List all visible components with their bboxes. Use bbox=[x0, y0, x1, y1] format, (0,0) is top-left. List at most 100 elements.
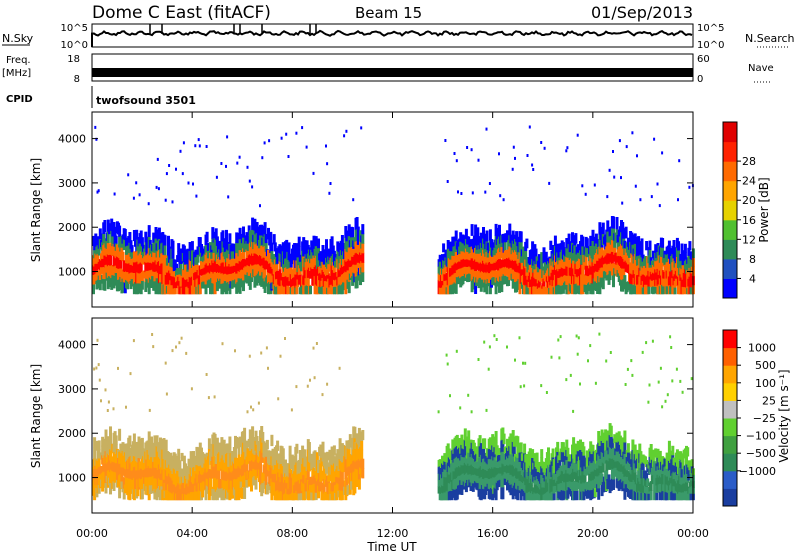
heatmap-cell bbox=[93, 447, 97, 459]
heatmap-cell bbox=[337, 242, 341, 252]
heatmap-cell bbox=[566, 447, 570, 457]
heatmap-cell bbox=[441, 273, 444, 281]
heatmap-speck bbox=[565, 149, 568, 153]
heatmap-cell bbox=[92, 274, 95, 285]
heatmap-cell bbox=[239, 481, 243, 488]
heatmap-cell bbox=[637, 245, 641, 256]
heatmap-cell bbox=[207, 279, 211, 287]
heatmap-speck bbox=[261, 156, 264, 160]
heatmap-cell bbox=[361, 468, 365, 479]
velocity-ylabel: Slant Range [km] bbox=[29, 364, 43, 468]
heatmap-cell bbox=[516, 457, 520, 469]
heatmap-speck bbox=[248, 354, 251, 358]
heatmap-cell bbox=[245, 479, 249, 488]
heatmap-cell bbox=[214, 463, 218, 471]
heatmap-cell bbox=[270, 250, 274, 259]
heatmap-cell bbox=[568, 251, 572, 260]
heatmap-cell bbox=[330, 284, 334, 295]
heatmap-speck bbox=[506, 345, 508, 349]
heatmap-speck bbox=[138, 193, 141, 197]
heatmap-cell bbox=[458, 253, 462, 262]
heatmap-cell bbox=[492, 269, 496, 278]
heatmap-speck bbox=[236, 161, 239, 165]
heatmap-cell bbox=[238, 238, 242, 251]
heatmap-cell bbox=[317, 238, 320, 249]
heatmap-cell bbox=[656, 448, 660, 458]
heatmap-cell bbox=[479, 262, 483, 273]
heatmap-cell bbox=[130, 251, 134, 259]
heatmap-cell bbox=[214, 456, 218, 464]
heatmap-cell bbox=[290, 454, 294, 463]
heatmap-cell bbox=[295, 443, 299, 454]
heatmap-cell bbox=[312, 491, 316, 501]
heatmap-cell bbox=[184, 463, 187, 470]
heatmap-speck bbox=[609, 351, 612, 354]
heatmap-cell bbox=[482, 227, 485, 239]
heatmap-cell bbox=[132, 455, 136, 468]
heatmap-cell bbox=[156, 469, 160, 479]
heatmap-cell bbox=[273, 473, 277, 483]
heatmap-cell bbox=[662, 285, 666, 295]
heatmap-cell bbox=[454, 230, 458, 242]
heatmap-cell bbox=[598, 445, 602, 456]
heatmap-speck bbox=[95, 137, 98, 141]
heatmap-speck bbox=[688, 185, 691, 189]
heatmap-cell bbox=[593, 487, 597, 498]
heatmap-speck bbox=[639, 198, 642, 202]
heatmap-cell bbox=[118, 225, 122, 237]
heatmap-speck bbox=[677, 198, 679, 202]
heatmap-cell bbox=[114, 453, 118, 464]
heatmap-cell bbox=[651, 449, 655, 459]
heatmap-cell bbox=[125, 453, 128, 462]
heatmap-cell bbox=[618, 435, 622, 445]
heatmap-cell bbox=[246, 243, 250, 251]
heatmap-speck bbox=[328, 191, 331, 195]
heatmap-cell bbox=[494, 270, 498, 283]
heatmap-cell bbox=[551, 448, 555, 458]
heatmap-cell bbox=[480, 279, 484, 288]
heatmap-cell bbox=[548, 460, 552, 468]
heatmap-cell bbox=[114, 272, 118, 281]
heatmap-speck bbox=[499, 194, 502, 198]
heatmap-cell bbox=[450, 250, 454, 260]
heatmap-cell bbox=[303, 449, 307, 459]
heatmap-cell bbox=[129, 485, 133, 494]
heatmap-cell bbox=[361, 224, 365, 235]
heatmap-cell bbox=[253, 241, 257, 254]
heatmap-cell bbox=[576, 268, 580, 278]
heatmap-cell bbox=[327, 248, 331, 257]
nave-tick-top: 60 bbox=[697, 54, 710, 65]
heatmap-cell bbox=[280, 472, 284, 483]
heatmap-cell bbox=[107, 223, 111, 235]
beam-label: Beam 15 bbox=[355, 4, 422, 22]
heatmap-cell bbox=[323, 491, 327, 501]
heatmap-cell bbox=[579, 439, 582, 450]
heatmap-speck bbox=[168, 164, 171, 167]
heatmap-speck bbox=[238, 155, 241, 159]
heatmap-cell bbox=[165, 459, 169, 468]
heatmap-speck bbox=[280, 136, 283, 140]
heatmap-speck bbox=[584, 192, 587, 196]
heatmap-cell bbox=[520, 268, 524, 276]
heatmap-cell bbox=[454, 282, 458, 294]
heatmap-cell bbox=[238, 227, 242, 240]
heatmap-cell bbox=[437, 479, 441, 487]
heatmap-cell bbox=[205, 231, 209, 243]
heatmap-speck bbox=[96, 338, 99, 342]
heatmap-cell bbox=[245, 463, 249, 473]
heatmap-cell bbox=[288, 445, 292, 456]
heatmap-cell bbox=[541, 266, 545, 273]
date-label: 01/Sep/2013 bbox=[591, 3, 693, 22]
heatmap-cell bbox=[246, 250, 250, 258]
heatmap-speck bbox=[147, 202, 150, 206]
heatmap-cell bbox=[140, 280, 144, 290]
heatmap-cell bbox=[323, 280, 327, 288]
heatmap-cell bbox=[531, 241, 535, 251]
heatmap-speck bbox=[325, 144, 327, 148]
heatmap-cell bbox=[237, 442, 241, 455]
heatmap-speck bbox=[647, 400, 650, 404]
heatmap-cell bbox=[152, 232, 156, 243]
heatmap-cell bbox=[486, 249, 490, 258]
heatmap-cell bbox=[641, 254, 645, 262]
heatmap-cell bbox=[140, 237, 144, 247]
